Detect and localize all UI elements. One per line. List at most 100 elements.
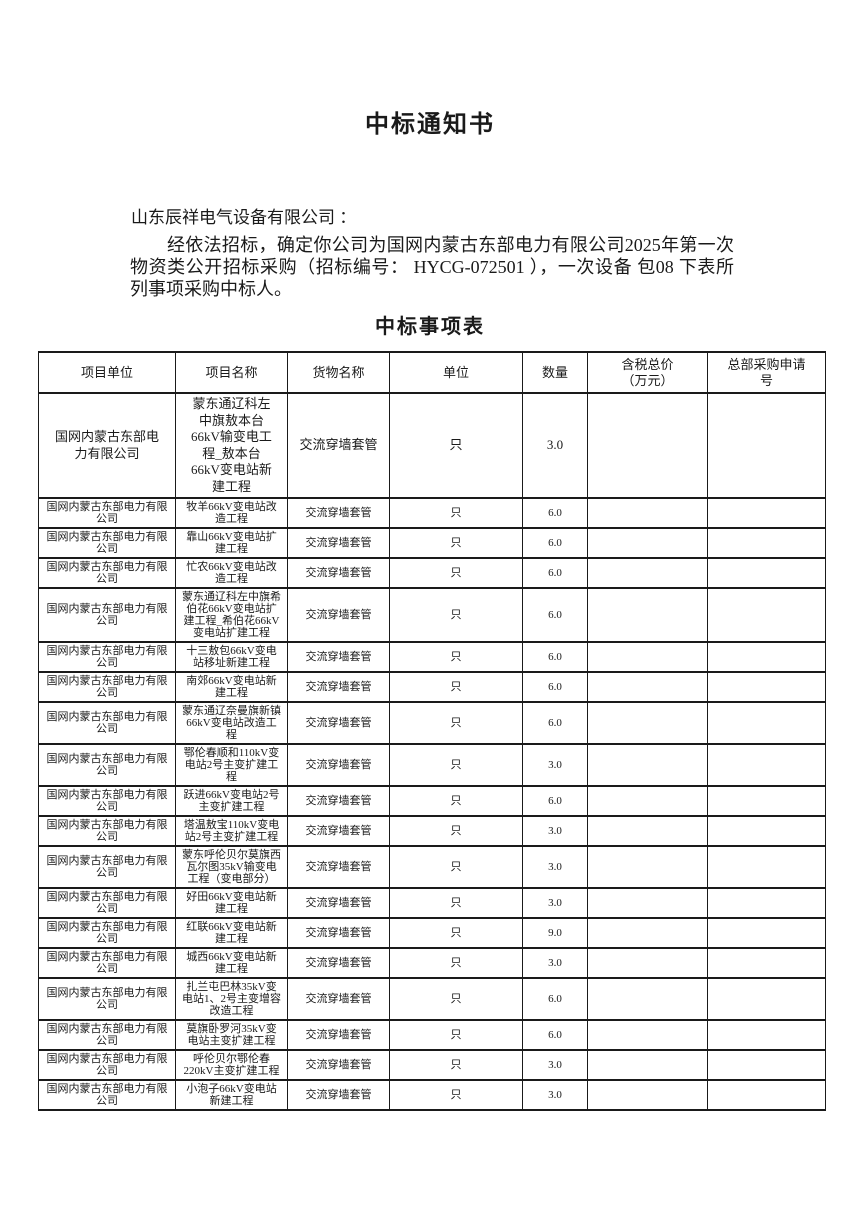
cell-project-name: 红联66kV变电站新建工程 bbox=[175, 917, 288, 949]
table-row: 国网内蒙古东部电力有限公司 忙农66kV变电站改造工程 交流穿墙套管 只 6.0 bbox=[38, 557, 826, 589]
cell-unit: 只 bbox=[389, 701, 523, 745]
cell-project-unit: 国网内蒙古东部电力有限公司 bbox=[38, 1079, 176, 1111]
cell-project-unit: 国网内蒙古东部电力有限公司 bbox=[38, 701, 176, 745]
cell-total-price bbox=[587, 815, 708, 847]
table-row: 国网内蒙古东部电力有限公司 好田66kV变电站新建工程 交流穿墙套管 只 3.0 bbox=[38, 887, 826, 919]
cell-goods-name: 交流穿墙套管 bbox=[287, 587, 390, 643]
cell-goods-name: 交流穿墙套管 bbox=[287, 743, 390, 787]
cell-total-price bbox=[587, 887, 708, 919]
table-row: 国网内蒙古东部电力有限公司 蒙东通辽科左中旗希伯花66kV变电站扩建工程_希伯花… bbox=[38, 587, 826, 643]
cell-unit: 只 bbox=[389, 527, 523, 559]
cell-hq-request-no bbox=[707, 887, 826, 919]
cell-total-price bbox=[587, 497, 708, 529]
cell-goods-name: 交流穿墙套管 bbox=[287, 701, 390, 745]
cell-unit: 只 bbox=[389, 671, 523, 703]
cell-unit: 只 bbox=[389, 1019, 523, 1051]
cell-total-price bbox=[587, 557, 708, 589]
cell-goods-name: 交流穿墙套管 bbox=[287, 1049, 390, 1081]
cell-hq-request-no bbox=[707, 743, 826, 787]
cell-quantity: 3.0 bbox=[522, 743, 588, 787]
cell-project-name: 蒙东通辽科左中旗希伯花66kV变电站扩建工程_希伯花66kV变电站扩建工程 bbox=[175, 587, 288, 643]
cell-project-name: 牧羊66kV变电站改造工程 bbox=[175, 497, 288, 529]
cell-goods-name: 交流穿墙套管 bbox=[287, 641, 390, 673]
table-row: 国网内蒙古东部电力有限公司 扎兰屯巴林35kV变电站1、2号主变增容改造工程 交… bbox=[38, 977, 826, 1021]
cell-project-name: 十三敖包66kV变电站移址新建工程 bbox=[175, 641, 288, 673]
cell-hq-request-no bbox=[707, 497, 826, 529]
cell-hq-request-no bbox=[707, 1049, 826, 1081]
cell-project-unit: 国网内蒙古东部电力有限公司 bbox=[38, 977, 176, 1021]
table-row: 国网内蒙古东部电力有限公司 蒙东通辽科左中旗敖本台66kV输变电工程_敖本台66… bbox=[38, 392, 826, 499]
cell-goods-name: 交流穿墙套管 bbox=[287, 977, 390, 1021]
cell-project-name: 扎兰屯巴林35kV变电站1、2号主变增容改造工程 bbox=[175, 977, 288, 1021]
cell-total-price bbox=[587, 1019, 708, 1051]
cell-unit: 只 bbox=[389, 641, 523, 673]
cell-hq-request-no bbox=[707, 557, 826, 589]
cell-total-price bbox=[587, 1049, 708, 1081]
table-row: 国网内蒙古东部电力有限公司 靠山66kV变电站扩建工程 交流穿墙套管 只 6.0 bbox=[38, 527, 826, 559]
cell-hq-request-no bbox=[707, 587, 826, 643]
table-row: 国网内蒙古东部电力有限公司 城西66kV变电站新建工程 交流穿墙套管 只 3.0 bbox=[38, 947, 826, 979]
cell-project-unit: 国网内蒙古东部电力有限公司 bbox=[38, 1019, 176, 1051]
cell-goods-name: 交流穿墙套管 bbox=[287, 392, 390, 499]
cell-total-price bbox=[587, 641, 708, 673]
cell-unit: 只 bbox=[389, 497, 523, 529]
cell-total-price bbox=[587, 671, 708, 703]
cell-quantity: 6.0 bbox=[522, 497, 588, 529]
cell-unit: 只 bbox=[389, 587, 523, 643]
cell-unit: 只 bbox=[389, 392, 523, 499]
cell-unit: 只 bbox=[389, 1049, 523, 1081]
cell-project-name: 蒙东呼伦贝尔莫旗西瓦尔图35kV输变电工程（变电部分） bbox=[175, 845, 288, 889]
cell-total-price bbox=[587, 587, 708, 643]
cell-hq-request-no bbox=[707, 1079, 826, 1111]
cell-project-unit: 国网内蒙古东部电力有限公司 bbox=[38, 392, 176, 499]
cell-project-name: 靠山66kV变电站扩建工程 bbox=[175, 527, 288, 559]
cell-project-name: 小泡子66kV变电站新建工程 bbox=[175, 1079, 288, 1111]
cell-project-unit: 国网内蒙古东部电力有限公司 bbox=[38, 1049, 176, 1081]
addressee-line: 山东辰祥电气设备有限公司 ： bbox=[131, 208, 357, 227]
cell-hq-request-no bbox=[707, 392, 826, 499]
cell-project-unit: 国网内蒙古东部电力有限公司 bbox=[38, 947, 176, 979]
cell-unit: 只 bbox=[389, 887, 523, 919]
award-items-table: 项目单位 项目名称 货物名称 单位 数量 含税总价 （万元） 总部采购申请 号 … bbox=[38, 351, 826, 1111]
cell-quantity: 6.0 bbox=[522, 587, 588, 643]
notice-paragraph: 经依法招标，确定你公司为国网内蒙古东部电力有限公司2025年第一次物资类公开招标… bbox=[130, 235, 734, 299]
cell-goods-name: 交流穿墙套管 bbox=[287, 671, 390, 703]
cell-quantity: 3.0 bbox=[522, 1079, 588, 1111]
document-title: 中标通知书 bbox=[365, 112, 495, 138]
cell-unit: 只 bbox=[389, 947, 523, 979]
cell-total-price bbox=[587, 743, 708, 787]
table-row: 国网内蒙古东部电力有限公司 莫旗卧罗河35kV变电站主变扩建工程 交流穿墙套管 … bbox=[38, 1019, 826, 1051]
cell-hq-request-no bbox=[707, 641, 826, 673]
table-row: 国网内蒙古东部电力有限公司 鄂伦春顺和110kV变电站2号主变扩建工程 交流穿墙… bbox=[38, 743, 826, 787]
cell-quantity: 3.0 bbox=[522, 1049, 588, 1081]
cell-unit: 只 bbox=[389, 917, 523, 949]
cell-project-unit: 国网内蒙古东部电力有限公司 bbox=[38, 587, 176, 643]
header-project-unit: 项目单位 bbox=[38, 351, 176, 394]
table-header-row: 项目单位 项目名称 货物名称 单位 数量 含税总价 （万元） 总部采购申请 号 bbox=[38, 351, 826, 394]
table-row: 国网内蒙古东部电力有限公司 红联66kV变电站新建工程 交流穿墙套管 只 9.0 bbox=[38, 917, 826, 949]
cell-project-unit: 国网内蒙古东部电力有限公司 bbox=[38, 785, 176, 817]
cell-hq-request-no bbox=[707, 1019, 826, 1051]
table-row: 国网内蒙古东部电力有限公司 南郊66kV变电站新建工程 交流穿墙套管 只 6.0 bbox=[38, 671, 826, 703]
cell-goods-name: 交流穿墙套管 bbox=[287, 887, 390, 919]
header-quantity: 数量 bbox=[522, 351, 588, 394]
cell-goods-name: 交流穿墙套管 bbox=[287, 917, 390, 949]
cell-quantity: 6.0 bbox=[522, 671, 588, 703]
cell-goods-name: 交流穿墙套管 bbox=[287, 785, 390, 817]
cell-unit: 只 bbox=[389, 815, 523, 847]
header-total-price: 含税总价 （万元） bbox=[587, 351, 708, 394]
cell-project-name: 蒙东通辽奈曼旗新镇66kV变电站改造工程 bbox=[175, 701, 288, 745]
cell-project-name: 城西66kV变电站新建工程 bbox=[175, 947, 288, 979]
cell-quantity: 6.0 bbox=[522, 527, 588, 559]
cell-unit: 只 bbox=[389, 977, 523, 1021]
cell-quantity: 6.0 bbox=[522, 701, 588, 745]
table-row: 国网内蒙古东部电力有限公司 牧羊66kV变电站改造工程 交流穿墙套管 只 6.0 bbox=[38, 497, 826, 529]
cell-goods-name: 交流穿墙套管 bbox=[287, 497, 390, 529]
cell-project-unit: 国网内蒙古东部电力有限公司 bbox=[38, 527, 176, 559]
cell-project-unit: 国网内蒙古东部电力有限公司 bbox=[38, 887, 176, 919]
cell-total-price bbox=[587, 1079, 708, 1111]
cell-goods-name: 交流穿墙套管 bbox=[287, 1079, 390, 1111]
cell-quantity: 3.0 bbox=[522, 845, 588, 889]
table-row: 国网内蒙古东部电力有限公司 十三敖包66kV变电站移址新建工程 交流穿墙套管 只… bbox=[38, 641, 826, 673]
cell-total-price bbox=[587, 527, 708, 559]
